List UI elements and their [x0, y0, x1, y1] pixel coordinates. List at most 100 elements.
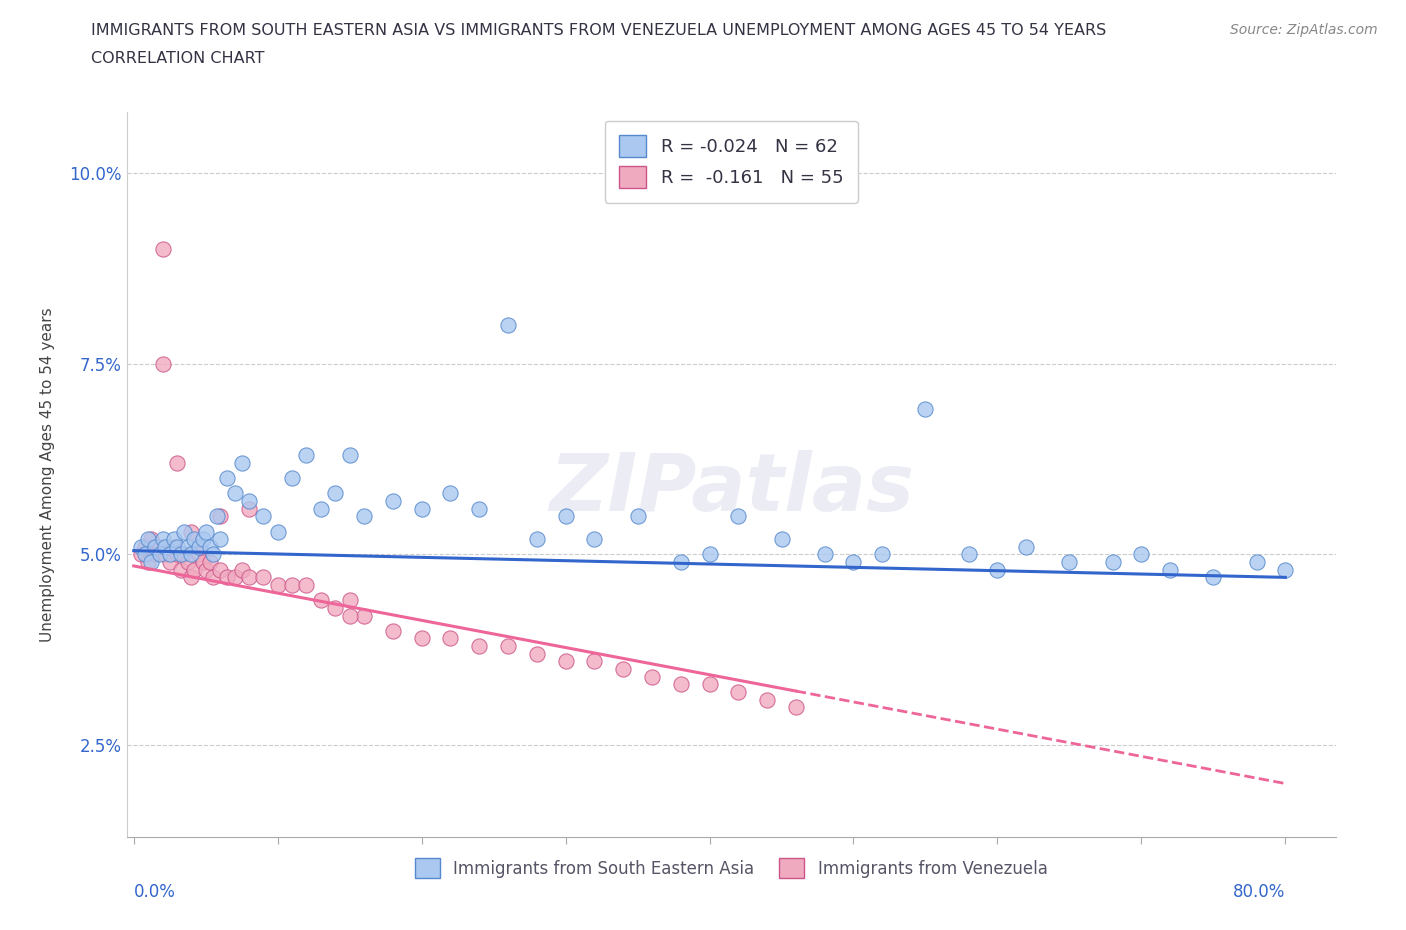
Point: [201, 547, 224, 562]
Point: [152, 356, 174, 371]
Point: [139, 532, 162, 547]
Point: [323, 486, 346, 501]
Point: [554, 654, 576, 669]
Point: [468, 639, 491, 654]
Point: [143, 539, 166, 554]
Point: [526, 646, 548, 661]
Point: [295, 447, 318, 462]
Point: [267, 578, 290, 592]
Point: [583, 654, 606, 669]
Point: [187, 547, 209, 562]
Point: [201, 570, 224, 585]
Point: [554, 509, 576, 524]
Point: [468, 501, 491, 516]
Point: [381, 623, 404, 638]
Point: [281, 471, 304, 485]
Point: [281, 578, 304, 592]
Point: [669, 554, 692, 569]
Point: [770, 532, 793, 547]
Text: Source: ZipAtlas.com: Source: ZipAtlas.com: [1230, 23, 1378, 37]
Point: [626, 509, 648, 524]
Point: [143, 547, 166, 562]
Point: [641, 670, 664, 684]
Point: [669, 677, 692, 692]
Point: [155, 539, 177, 554]
Point: [209, 563, 232, 578]
Point: [814, 547, 837, 562]
Point: [231, 563, 253, 578]
Point: [756, 692, 779, 707]
Point: [177, 554, 200, 569]
Text: 0.0%: 0.0%: [134, 883, 176, 901]
Point: [1015, 539, 1038, 554]
Point: [198, 539, 221, 554]
Point: [914, 402, 936, 417]
Point: [180, 547, 202, 562]
Point: [1246, 554, 1268, 569]
Point: [872, 547, 894, 562]
Point: [785, 699, 807, 714]
Point: [252, 570, 274, 585]
Point: [727, 509, 749, 524]
Point: [166, 547, 188, 562]
Text: ZIPatlas: ZIPatlas: [548, 450, 914, 528]
Point: [381, 494, 404, 509]
Point: [238, 494, 260, 509]
Point: [209, 532, 232, 547]
Point: [439, 486, 461, 501]
Point: [1159, 563, 1181, 578]
Point: [194, 525, 217, 539]
Point: [134, 547, 156, 562]
Legend: Immigrants from South Eastern Asia, Immigrants from Venezuela: Immigrants from South Eastern Asia, Immi…: [406, 850, 1056, 886]
Point: [1274, 563, 1296, 578]
Point: [1130, 547, 1153, 562]
Point: [155, 547, 177, 562]
Point: [339, 592, 361, 607]
Text: CORRELATION CHART: CORRELATION CHART: [91, 51, 264, 66]
Point: [957, 547, 980, 562]
Point: [699, 547, 721, 562]
Y-axis label: Unemployment Among Ages 45 to 54 years: Unemployment Among Ages 45 to 54 years: [41, 307, 55, 642]
Point: [152, 532, 174, 547]
Point: [353, 608, 375, 623]
Point: [224, 486, 246, 501]
Point: [238, 570, 260, 585]
Point: [163, 539, 186, 554]
Point: [309, 501, 332, 516]
Point: [323, 601, 346, 616]
Point: [205, 509, 228, 524]
Point: [166, 456, 188, 471]
Point: [295, 578, 318, 592]
Point: [136, 554, 159, 569]
Point: [139, 554, 162, 569]
Point: [198, 554, 221, 569]
Point: [187, 539, 209, 554]
Point: [583, 532, 606, 547]
Point: [238, 501, 260, 516]
Point: [1101, 554, 1123, 569]
Point: [129, 547, 152, 562]
Point: [209, 509, 232, 524]
Point: [231, 456, 253, 471]
Point: [224, 570, 246, 585]
Point: [149, 539, 172, 554]
Point: [191, 554, 214, 569]
Point: [699, 677, 721, 692]
Point: [163, 532, 186, 547]
Point: [1059, 554, 1081, 569]
Point: [129, 539, 152, 554]
Point: [309, 592, 332, 607]
Text: 80.0%: 80.0%: [1233, 883, 1285, 901]
Point: [159, 554, 181, 569]
Point: [173, 547, 195, 562]
Point: [180, 525, 202, 539]
Point: [173, 525, 195, 539]
Point: [136, 532, 159, 547]
Point: [159, 547, 181, 562]
Point: [134, 539, 156, 554]
Point: [411, 631, 433, 646]
Point: [166, 539, 188, 554]
Point: [252, 509, 274, 524]
Text: IMMIGRANTS FROM SOUTH EASTERN ASIA VS IMMIGRANTS FROM VENEZUELA UNEMPLOYMENT AMO: IMMIGRANTS FROM SOUTH EASTERN ASIA VS IM…: [91, 23, 1107, 38]
Point: [339, 608, 361, 623]
